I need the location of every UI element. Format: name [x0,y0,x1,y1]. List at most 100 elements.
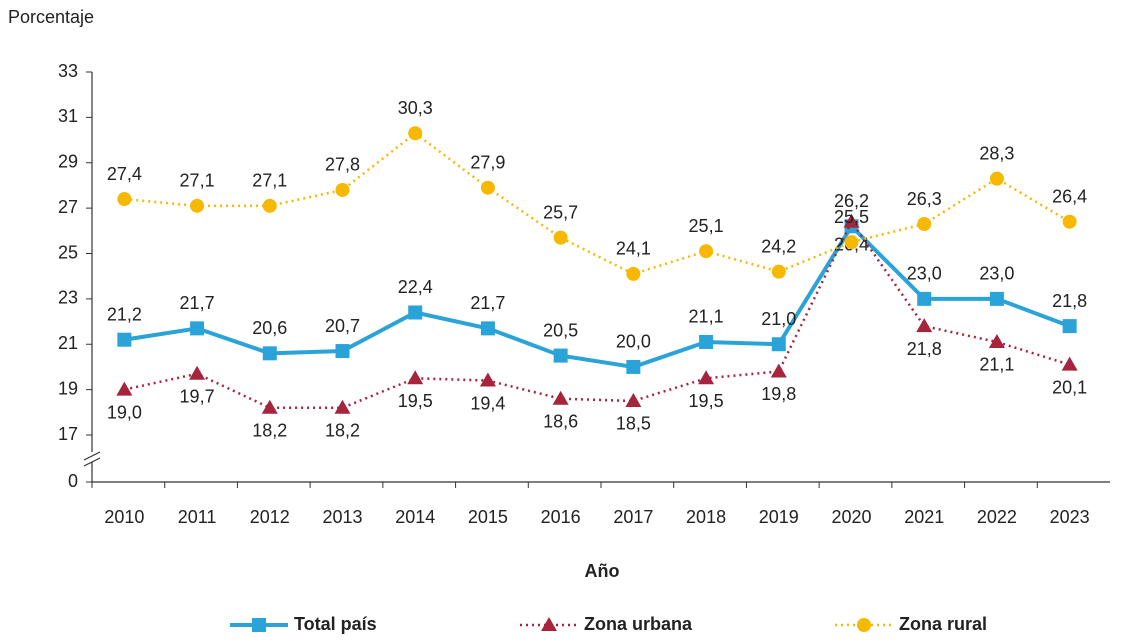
x-tick-label: 2012 [250,507,290,527]
y-axis-title: Porcentaje [8,7,94,27]
data-label: 25,1 [689,216,724,236]
data-label: 27,1 [252,171,287,191]
data-point [916,318,933,333]
data-point [917,291,932,306]
data-point [843,213,860,228]
legend-marker [252,618,266,632]
data-point [480,321,495,336]
data-label: 19,0 [107,402,142,422]
data-point [335,344,350,359]
x-tick-label: 2010 [104,507,144,527]
data-label: 21,8 [1052,291,1087,311]
data-label: 21,2 [107,304,142,324]
data-point [626,266,641,281]
data-label: 18,2 [252,421,287,441]
y-tick-label: 31 [58,106,78,126]
data-point [190,321,205,336]
x-tick-label: 2021 [904,507,944,527]
data-label: 26,4 [1052,186,1087,206]
data-point [626,359,641,374]
legend-label: Total país [294,614,377,634]
data-point [117,192,132,207]
data-point [1062,214,1077,229]
data-point [408,126,423,141]
series-line [124,219,1071,410]
y-tick-label: 19 [58,378,78,398]
data-label: 21,7 [180,293,215,313]
series-line [124,223,1071,369]
data-point [699,244,714,259]
data-point [552,390,569,405]
y-tick-label: 25 [58,242,78,262]
data-label: 23,0 [907,264,942,284]
data-label: 19,5 [689,391,724,411]
legend-marker [857,618,871,632]
data-point [989,291,1004,306]
data-label: 20,1 [1052,377,1087,397]
x-tick-label: 2017 [613,507,653,527]
data-point [1061,356,1078,371]
data-point [117,332,132,347]
data-point [116,381,133,396]
data-label: 26,3 [907,189,942,209]
data-label: 30,3 [398,98,433,118]
axis-break-gap [84,452,100,462]
x-tick-label: 2015 [468,507,508,527]
data-label: 18,5 [616,414,651,434]
x-axis-title: Año [585,561,620,581]
data-label: 18,6 [543,411,578,431]
y-tick-label: 17 [58,424,78,444]
y-tick-label: 21 [58,333,78,353]
x-tick-label: 2020 [831,507,871,527]
data-label: 24,2 [761,236,796,256]
data-label: 20,5 [543,320,578,340]
data-point [771,264,786,279]
data-point [190,198,205,213]
data-point [479,372,496,387]
data-point [262,198,277,213]
data-label: 27,9 [470,152,505,172]
x-tick-label: 2011 [178,507,217,527]
data-label: 19,8 [761,384,796,404]
x-tick-label: 2014 [395,507,435,527]
data-point [844,235,859,250]
legend-label: Zona urbana [584,614,693,634]
data-point [625,392,642,407]
data-point [553,348,568,363]
x-tick-label: 2013 [322,507,362,527]
data-label: 27,8 [325,155,360,175]
data-point [989,171,1004,186]
data-label: 25,5 [834,207,869,227]
data-label: 23,0 [979,264,1014,284]
data-point [699,334,714,349]
data-label: 28,3 [979,143,1014,163]
data-point [334,399,351,414]
y-tick-label: 33 [58,61,78,81]
data-label: 20,6 [252,318,287,338]
data-label: 21,1 [979,355,1014,375]
data-label: 24,1 [616,239,651,259]
y-tick-label: 23 [58,288,78,308]
data-label: 26,2 [834,191,869,211]
data-label: 21,7 [470,293,505,313]
data-point [771,337,786,352]
axis-break [83,457,101,467]
y-tick-label: 29 [58,152,78,172]
data-point [553,230,568,245]
data-point [262,346,277,361]
x-tick-label: 2018 [686,507,726,527]
x-tick-label: 2016 [541,507,581,527]
data-point [480,180,495,195]
data-label: 21,1 [689,307,724,327]
data-label: 18,2 [325,421,360,441]
data-label: 19,7 [180,386,215,406]
x-tick-label: 2019 [759,507,799,527]
data-label: 19,4 [470,393,505,413]
data-point [261,399,278,414]
data-point [335,182,350,197]
data-point [770,363,787,378]
data-point [988,333,1005,348]
data-point [407,370,424,385]
data-label: 20,0 [616,332,651,352]
